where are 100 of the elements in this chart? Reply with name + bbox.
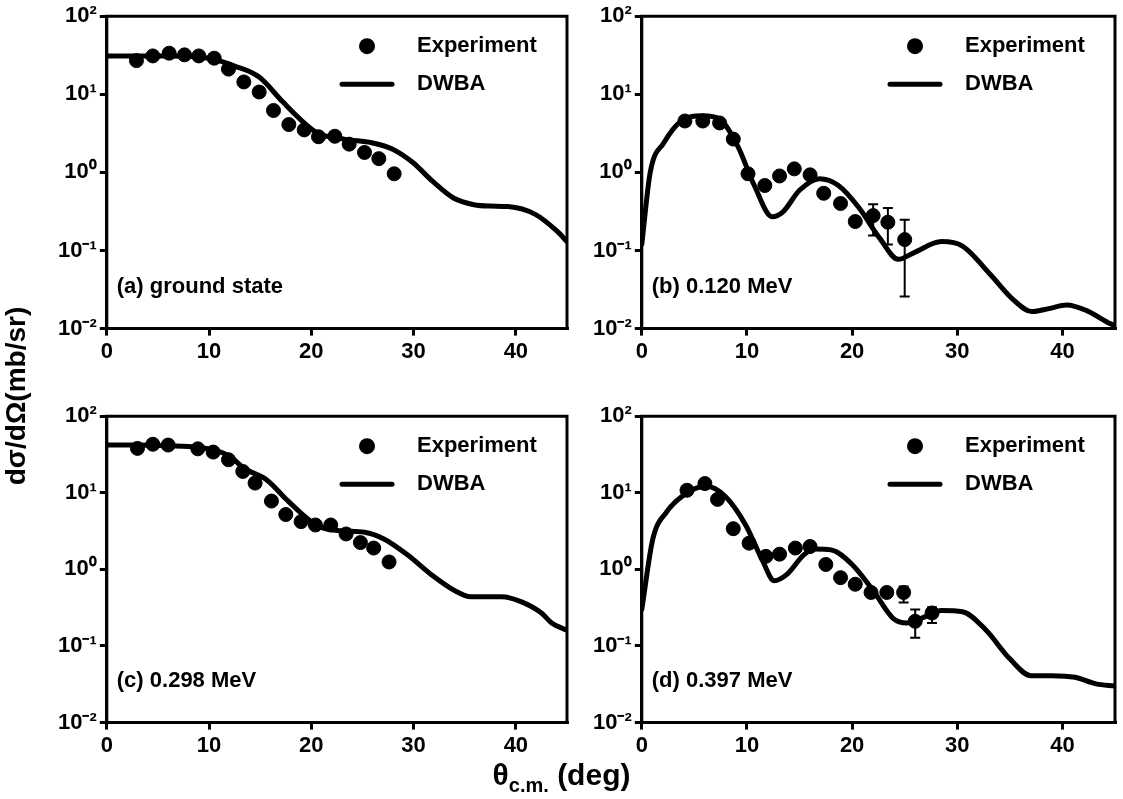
y-tick-label: 10¹ <box>65 478 97 504</box>
point <box>191 48 207 64</box>
point <box>293 514 309 530</box>
x-tick-label: 40 <box>1050 337 1075 363</box>
point <box>787 540 803 556</box>
y-tick-label: 10² <box>600 2 632 28</box>
x-tick-label: 40 <box>503 337 529 363</box>
point <box>128 53 144 69</box>
point <box>725 131 741 147</box>
legend-label: DWBA <box>965 70 1034 96</box>
y-tick-label: 10⁻¹ <box>593 236 632 262</box>
point <box>741 535 757 551</box>
point <box>786 161 802 177</box>
point <box>247 475 263 491</box>
point <box>757 177 773 193</box>
point <box>695 113 711 129</box>
point <box>338 526 354 542</box>
annotation: (d) 0.397 MeV <box>651 666 793 692</box>
point <box>235 463 251 479</box>
y-tick-label: 10¹ <box>600 478 632 504</box>
point <box>265 103 281 119</box>
point <box>307 517 323 533</box>
point <box>161 45 177 61</box>
x-tick-label: 40 <box>503 731 529 757</box>
x-tick-label: 10 <box>196 337 222 363</box>
point <box>818 556 834 572</box>
legend-label: DWBA <box>965 470 1034 496</box>
point <box>833 195 849 211</box>
y-tick-label: 10¹ <box>65 80 97 106</box>
x-tick-label: 10 <box>734 337 760 363</box>
x-axis-title: θ$_{c.m.}$ (deg) <box>491 758 632 797</box>
y-tick-label: 10⁰ <box>599 555 632 581</box>
y-tick-label: 10⁻² <box>593 314 632 340</box>
y-tick-label: 10⁰ <box>599 158 632 184</box>
x-tick-label: 0 <box>100 731 113 757</box>
point <box>352 535 368 551</box>
point <box>371 151 387 167</box>
point <box>281 117 297 133</box>
point <box>251 84 267 100</box>
x-tick-label: 40 <box>1050 731 1075 757</box>
point <box>772 546 788 562</box>
annotation: (a) ground state <box>116 272 284 298</box>
point <box>341 136 357 152</box>
point <box>310 129 326 145</box>
y-tick-label: 10⁰ <box>64 158 97 184</box>
x-tick-label: 30 <box>401 731 426 757</box>
x-tick-label: 30 <box>945 731 970 757</box>
y-tick-label: 10⁻¹ <box>58 632 97 658</box>
x-tick-label: 0 <box>635 731 648 757</box>
point <box>710 491 726 507</box>
x-tick-label: 30 <box>401 337 426 363</box>
y-tick-label: 10⁻² <box>593 708 632 734</box>
legend-label: DWBA <box>417 470 486 496</box>
y-tick-label: 10⁻¹ <box>58 236 97 262</box>
annotation: (c) 0.298 MeV <box>116 666 257 692</box>
y-tick-label: 10⁻² <box>58 314 97 340</box>
legend-label: Experiment <box>965 432 1086 458</box>
point <box>366 540 382 556</box>
y-tick-label: 10² <box>600 402 632 428</box>
x-tick-label: 10 <box>196 731 222 757</box>
point <box>236 74 252 90</box>
y-tick-label: 10¹ <box>600 80 632 106</box>
point <box>145 48 161 64</box>
point <box>677 113 693 129</box>
y-tick-label: 10⁻² <box>58 708 97 734</box>
point <box>190 441 206 457</box>
point <box>758 548 774 564</box>
x-tick-label: 20 <box>299 731 324 757</box>
point <box>679 482 695 498</box>
point <box>740 166 756 182</box>
point <box>296 122 312 138</box>
point <box>221 452 236 468</box>
x-tick-label: 20 <box>839 731 865 757</box>
y-axis-title: dσ/dΩ(mb/sr) <box>0 305 32 488</box>
legend-label: DWBA <box>417 70 486 96</box>
point <box>802 539 818 555</box>
x-tick-label: 20 <box>299 337 324 363</box>
point <box>327 128 343 144</box>
point <box>177 47 193 63</box>
point <box>221 61 236 77</box>
point <box>386 166 402 182</box>
point <box>205 444 221 460</box>
point <box>863 584 879 600</box>
annotation: (b) 0.120 MeV <box>651 272 793 298</box>
point <box>879 584 895 600</box>
point <box>160 437 176 453</box>
point <box>697 476 713 492</box>
point <box>772 168 788 184</box>
point <box>847 214 863 230</box>
y-tick-label: 10² <box>65 402 97 428</box>
point <box>145 436 161 452</box>
point <box>263 493 279 509</box>
point <box>802 167 818 183</box>
point <box>712 115 728 131</box>
legend-label: Experiment <box>965 32 1086 58</box>
y-tick-label: 10⁻¹ <box>593 632 632 658</box>
point <box>278 507 294 523</box>
x-tick-label: 0 <box>100 337 113 363</box>
x-tick-label: 20 <box>839 337 865 363</box>
point <box>323 517 339 533</box>
